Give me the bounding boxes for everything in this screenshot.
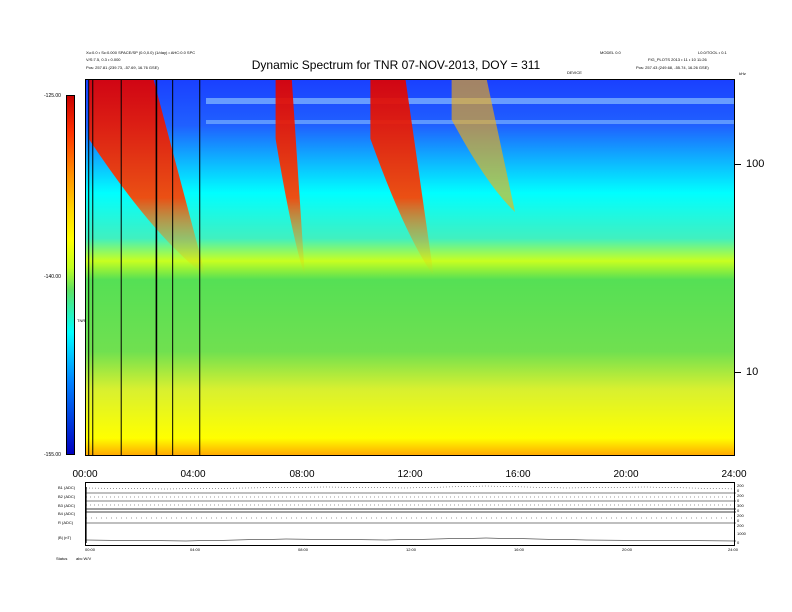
- x-tick-3: 12:00: [397, 469, 423, 480]
- housekeeping-panel: [85, 482, 737, 546]
- hk-footer-left: Status: [56, 556, 68, 561]
- hk-right-val-3: 0: [737, 498, 740, 503]
- hk-x-tick-6: 24:00: [728, 547, 739, 552]
- hk-x-tick-0: 00:00: [85, 547, 96, 552]
- spectrogram-plot: [85, 79, 735, 456]
- x-tick-6: 24:00: [721, 469, 747, 480]
- y-tick-100: 100: [746, 158, 765, 170]
- hk-right-val-0: 200: [737, 483, 744, 488]
- hk-right-val-2: 200: [737, 493, 744, 498]
- y-tick-10: 10: [746, 366, 759, 378]
- hk-label-3: B3 (ADC): [58, 503, 76, 508]
- colorbar-label: TNR: [77, 318, 86, 323]
- hk-right-val-6: 200: [737, 513, 744, 518]
- header-mid-label: DEVICE: [567, 70, 582, 75]
- bright-feature-3: [451, 80, 515, 212]
- hk-x-tick-5: 20:00: [622, 547, 633, 552]
- hk-label-5: R (ADC): [58, 520, 74, 525]
- x-tick-2: 08:00: [289, 469, 315, 480]
- x-tick-1: 04:00: [180, 469, 206, 480]
- hk-right-val-8: 200: [737, 523, 744, 528]
- hk-right-val-1: 0: [737, 488, 740, 493]
- hk-right-val-10: 0: [737, 540, 740, 545]
- header-left-line3: Pos: 257.81 (239.73, -57.69, 16.76 GSE): [86, 65, 159, 70]
- bright-feature-0: [88, 80, 206, 277]
- bright-feature-2: [370, 80, 434, 277]
- hk-label-1: B1 (ADC): [58, 485, 76, 490]
- hk-x-tick-1: 04:00: [190, 547, 201, 552]
- hk-line-6: [85, 537, 737, 542]
- colorbar-tick-mid: -140.00: [44, 274, 61, 280]
- colorbar: [66, 95, 75, 455]
- spectrogram-svg: [86, 80, 734, 455]
- x-tick-5: 20:00: [613, 469, 639, 480]
- hk-x-tick-4: 16:00: [514, 547, 525, 552]
- bright-feature-1: [275, 80, 305, 277]
- chart-title: Dynamic Spectrum for TNR 07-NOV-2013, DO…: [251, 58, 541, 72]
- hk-label-4: B4 (ADC): [58, 511, 76, 516]
- header-left-line2: V/S:7.5, 0.3 • 0.000: [86, 57, 121, 62]
- hk-right-val-9: 1000: [737, 531, 746, 536]
- x-tick-4: 16:00: [505, 469, 531, 480]
- colorbar-tick-top: -125.00: [44, 93, 61, 99]
- hk-right-val-7: 0: [737, 518, 740, 523]
- hk-label-2: B2 (ADC): [58, 494, 76, 499]
- hk-right-val-5: 0: [737, 508, 740, 513]
- colorbar-tick-bottom: -155.00: [44, 452, 61, 458]
- hk-right-val-4: 300: [737, 503, 744, 508]
- y-tick-mark-100: [735, 164, 741, 165]
- header-right-line1a: MODEL 0.0: [600, 50, 621, 55]
- hk-trace-1: [85, 485, 737, 490]
- header-right-line2: FIG_PLOTS 2013 • 11 • 10 11:26: [648, 57, 707, 62]
- y-tick-mark-10: [735, 372, 741, 373]
- hk-label-6: |B| (nT): [58, 535, 72, 540]
- hk-x-tick-2: 08:00: [298, 547, 309, 552]
- housekeeping-svg: [85, 485, 737, 543]
- bright-features: [88, 80, 515, 277]
- header-right-line3: Pos: 257.43 (249.68, -55.74, 16.26 GSE): [636, 65, 709, 70]
- header-corner-right: kHz: [739, 71, 746, 76]
- header-left-line1: Xu:0.0 • Sc:0.000 SPACE/SP (0.0,0.0) (1/…: [86, 50, 196, 55]
- hk-x-tick-3: 12:00: [406, 547, 417, 552]
- x-tick-0: 00:00: [72, 469, 98, 480]
- hk-footer-mid: abc W/V: [76, 556, 92, 561]
- vertical-lines: [88, 80, 201, 455]
- header-right-line1b: L0.0/TOOL • 0.1: [698, 50, 727, 55]
